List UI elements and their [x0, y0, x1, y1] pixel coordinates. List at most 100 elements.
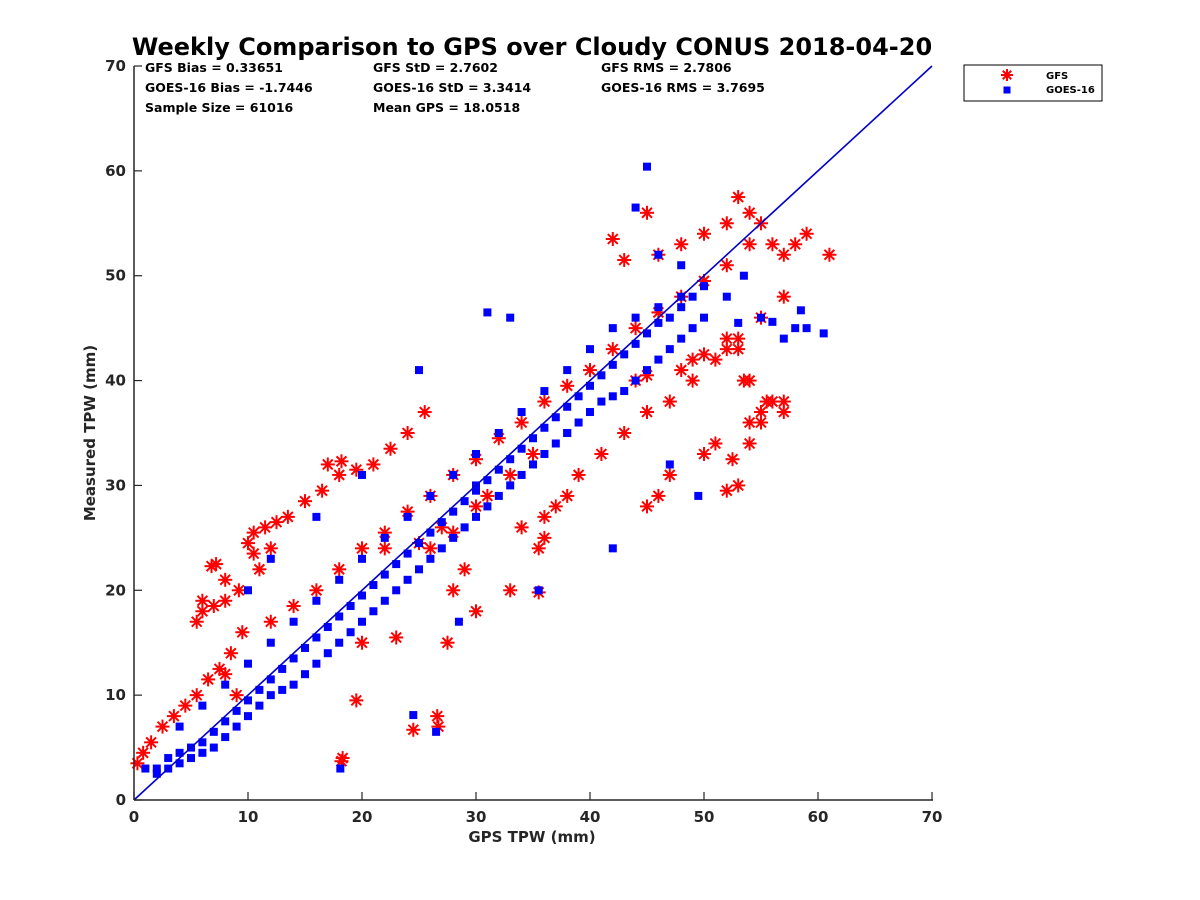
- gfs-point-stroke: [550, 500, 562, 513]
- gfs-point: [503, 583, 518, 598]
- gfs-point-stroke: [458, 563, 471, 575]
- gfs-point-stroke: [333, 469, 345, 481]
- gfs-point: [560, 488, 575, 503]
- gfs-point-stroke: [538, 532, 551, 544]
- gfs-point-stroke: [533, 542, 545, 554]
- gfs-point-stroke: [367, 458, 380, 471]
- goes16-point: [608, 324, 617, 333]
- goes16-point: [244, 659, 252, 668]
- gfs-point: [548, 499, 563, 514]
- gfs-point: [537, 394, 552, 409]
- goes16-point: [244, 696, 252, 705]
- gfs-point: [697, 347, 711, 362]
- goes16-point: [409, 711, 418, 720]
- goes16-point: [768, 317, 777, 326]
- goes16-point: [494, 465, 503, 474]
- gfs-point-stroke: [282, 511, 294, 523]
- gfs-point: [309, 583, 324, 598]
- gfs-point-stroke: [618, 254, 630, 266]
- gfs-point: [583, 363, 597, 378]
- goes16-point: [677, 261, 686, 270]
- gfs-point-stroke: [504, 469, 516, 481]
- gfs-point-stroke: [287, 600, 300, 612]
- gfs-point-stroke: [191, 616, 203, 628]
- gfs-point: [759, 394, 774, 409]
- gfs-point: [594, 446, 609, 461]
- goes16-point: [187, 754, 195, 763]
- stat-gfs-std: GFS StD = 2.7602: [373, 60, 498, 75]
- goes16-point: [631, 313, 640, 322]
- gfs-point: [332, 562, 347, 577]
- gfs-point: [320, 457, 335, 472]
- gfs-point: [617, 252, 632, 267]
- gfs-point-stroke: [732, 343, 744, 355]
- goes16-point: [643, 329, 651, 338]
- gfs-point: [469, 499, 483, 514]
- goes16-point: [312, 633, 321, 642]
- gfs-point-stroke: [233, 584, 245, 596]
- gfs-point: [218, 593, 233, 608]
- gfs-point-stroke: [709, 353, 722, 366]
- goes16-point: [198, 738, 207, 747]
- gfs-point-stroke: [225, 647, 237, 659]
- gfs-point: [708, 436, 723, 451]
- gfs-point-stroke: [538, 395, 551, 408]
- gfs-point-stroke: [732, 191, 744, 203]
- gfs-point-stroke: [335, 455, 348, 467]
- goes16-point: [255, 685, 264, 694]
- gfs-point: [446, 583, 461, 598]
- goes16-point: [209, 743, 218, 752]
- gfs-point: [628, 321, 643, 336]
- gfs-point-stroke: [629, 322, 642, 334]
- goes16-point: [415, 366, 423, 375]
- axes: 0 10 20 30 40 50 60 70 0 10 20 30 40 50 60 70: [105, 57, 942, 826]
- goes16-point: [483, 476, 492, 485]
- gfs-point-stroke: [356, 637, 368, 649]
- stat-goes16-std: GOES-16 StD = 3.3414: [373, 80, 531, 95]
- goes16-point: [517, 444, 526, 453]
- goes16-point: [631, 203, 640, 212]
- gfs-point-stroke: [698, 228, 710, 240]
- gfs-point-stroke: [431, 710, 443, 722]
- goes16-point: [175, 748, 184, 757]
- gfs-point: [189, 688, 204, 703]
- gfs-point-stroke: [322, 458, 334, 471]
- y-tick-label: 10: [105, 686, 126, 704]
- goes16-point: [677, 334, 686, 343]
- goes16-point: [620, 350, 629, 359]
- goes16-point: [620, 387, 629, 396]
- y-tick-label: 0: [116, 791, 126, 809]
- goes16-point: [700, 313, 708, 322]
- goes16-point: [460, 497, 469, 506]
- gfs-point-stroke: [219, 668, 231, 680]
- goes16-point: [335, 575, 344, 584]
- goes16-point: [802, 324, 811, 333]
- gfs-point-stroke: [219, 574, 231, 586]
- goes16-point: [757, 313, 765, 322]
- gfs-point-stroke: [310, 584, 323, 596]
- goes16-point: [454, 617, 463, 626]
- goes16-point: [346, 628, 355, 637]
- goes16-point: [506, 313, 515, 322]
- gfs-point-stroke: [800, 228, 813, 240]
- gfs-point-stroke: [675, 238, 687, 250]
- gfs-point: [166, 709, 181, 724]
- gfs-point: [246, 546, 261, 561]
- goes16-point: [432, 727, 441, 736]
- gfs-point: [440, 635, 455, 650]
- gfs-point-stroke: [384, 443, 397, 455]
- y-tick-label: 50: [105, 267, 126, 285]
- gfs-point-stroke: [253, 563, 266, 575]
- y-tick-label: 40: [105, 372, 126, 390]
- gfs-point-stroke: [698, 448, 710, 460]
- gfs-point-stroke: [137, 747, 149, 759]
- goes16-point: [654, 355, 663, 364]
- gfs-point: [406, 722, 421, 737]
- goes16-point: [654, 303, 663, 312]
- gfs-point: [697, 226, 711, 241]
- gfs-point-stroke: [743, 416, 756, 429]
- goes16-point: [631, 376, 640, 385]
- goes16-point: [551, 413, 560, 422]
- gfs-point-stroke: [299, 495, 311, 507]
- goes16-point: [426, 554, 435, 563]
